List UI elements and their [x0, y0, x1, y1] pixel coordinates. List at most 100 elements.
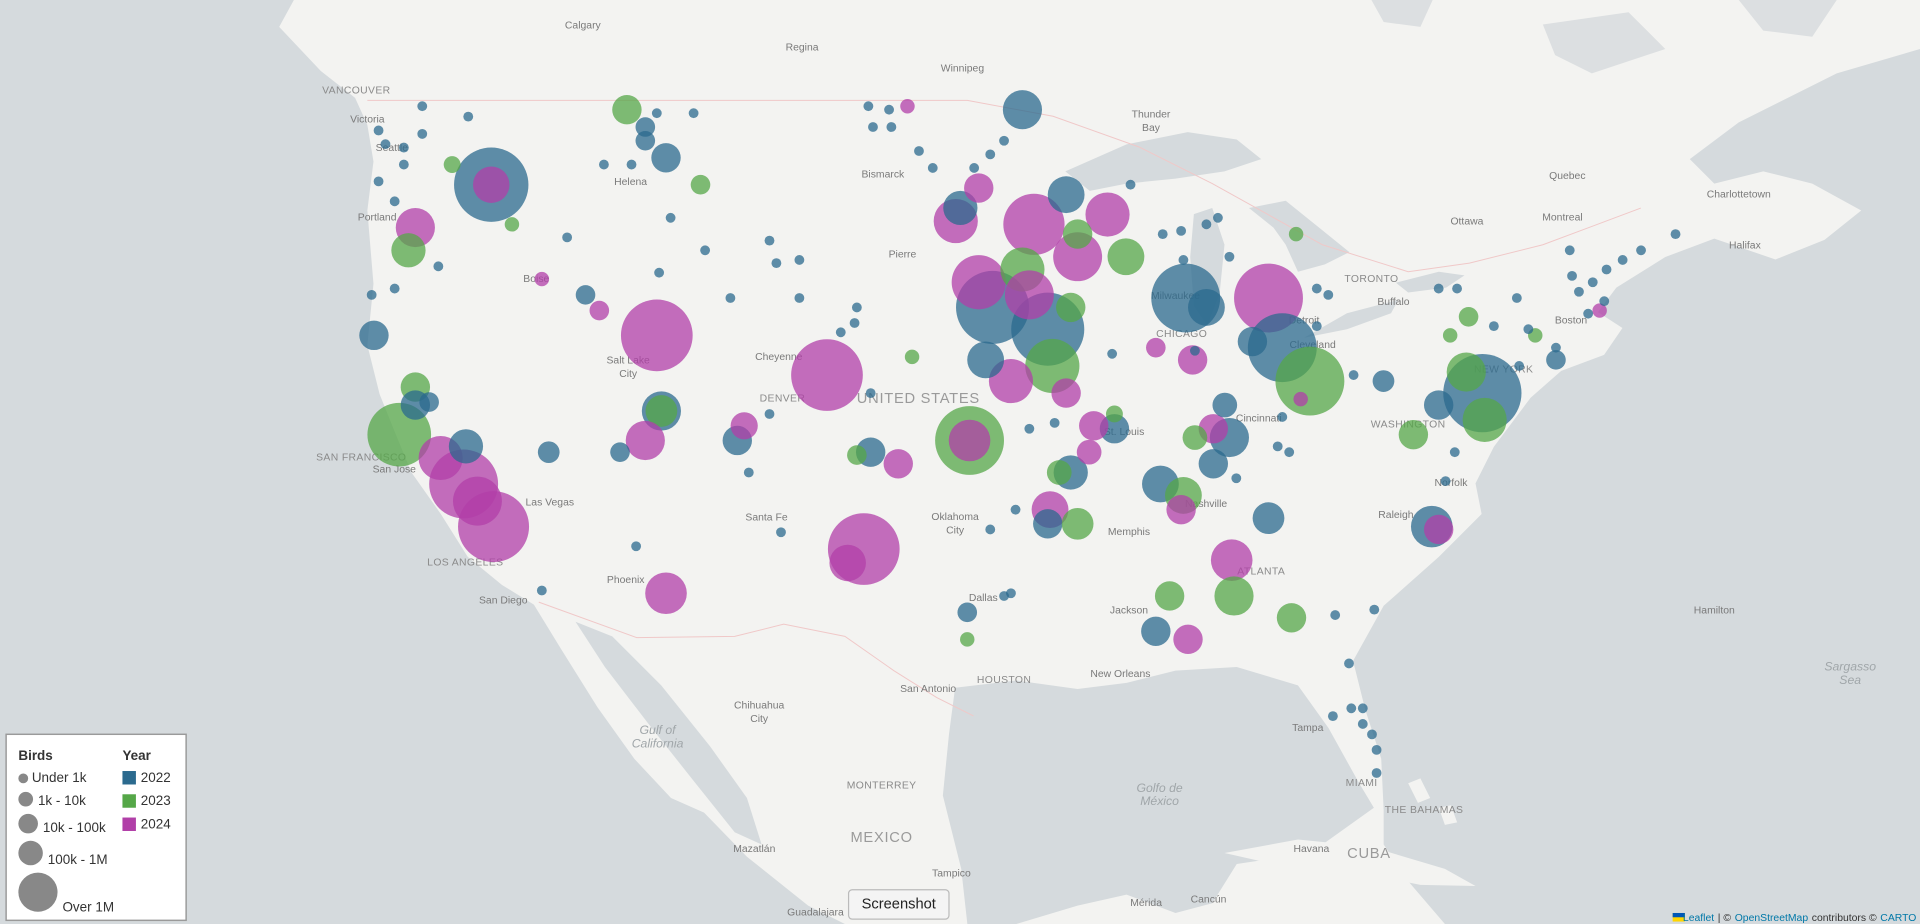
outbreak-bubble — [534, 271, 550, 287]
outbreak-bubble — [651, 143, 681, 173]
place-label: Chihuahua City — [734, 700, 784, 724]
outbreak-bubble — [849, 318, 860, 328]
place-label: Las Vegas — [526, 498, 575, 509]
outbreak-bubble — [1288, 226, 1304, 242]
place-label: San Antonio — [900, 684, 956, 695]
outbreak-bubble — [504, 217, 520, 232]
place-label: Halifax — [1729, 241, 1762, 252]
place-label: SAN FRANCISCO — [316, 452, 406, 463]
place-label: HOUSTON — [977, 675, 1031, 686]
outbreak-bubble — [1210, 539, 1253, 581]
place-label-line: Salt Lake — [606, 355, 650, 366]
outbreak-bubble — [1173, 624, 1203, 655]
place-label: Golfo de México — [1136, 781, 1182, 808]
outbreak-bubble — [645, 572, 687, 615]
legend-size-swatch — [18, 872, 58, 912]
outbreak-bubble — [1488, 321, 1499, 332]
outbreak-bubble — [725, 293, 736, 303]
place-label: Guadalajara — [787, 908, 844, 919]
place-label: Quebec — [1549, 171, 1585, 182]
outbreak-bubble — [688, 108, 699, 119]
outbreak-bubble — [1006, 588, 1016, 599]
outbreak-bubble — [1125, 179, 1136, 190]
attribution-text: contributors © — [1812, 913, 1877, 924]
outbreak-bubble — [1107, 348, 1118, 359]
place-label: MEXICO — [850, 830, 912, 846]
outbreak-bubble — [1440, 476, 1451, 487]
outbreak-bubble — [1053, 232, 1103, 282]
outbreak-bubble — [599, 159, 609, 170]
outbreak-bubble — [957, 602, 978, 623]
outbreak-bubble — [380, 139, 391, 150]
outbreak-bubble — [1357, 703, 1368, 714]
outbreak-bubble — [1311, 283, 1322, 294]
place-label: Victoria — [350, 115, 385, 126]
outbreak-bubble — [967, 341, 1005, 379]
outbreak-bubble — [1154, 581, 1185, 611]
place-label: Cancún — [1191, 894, 1227, 905]
outbreak-bubble — [635, 117, 656, 137]
attribution-link[interactable]: OpenStreetMap — [1735, 913, 1809, 924]
button-label[interactable]: Screenshot — [862, 896, 936, 912]
place-label: Portland — [358, 213, 397, 224]
outbreak-bubble — [1079, 411, 1109, 441]
place-label: Norfolk — [1435, 478, 1469, 489]
outbreak-bubble — [1442, 328, 1458, 343]
place-label: Raleigh — [1378, 510, 1413, 521]
outbreak-bubble — [1371, 744, 1382, 755]
cuba — [1224, 839, 1476, 887]
place-label-line: City — [750, 714, 769, 725]
outbreak-bubble — [612, 95, 642, 125]
outbreak-bubble — [1002, 90, 1043, 130]
outbreak-bubble — [1367, 729, 1377, 740]
legend-size-swatch — [18, 840, 43, 866]
outbreak-bubble — [851, 302, 862, 313]
place-label: MIAMI — [1346, 778, 1378, 789]
outbreak-bubble — [645, 395, 678, 427]
outbreak-bubble — [1277, 412, 1288, 422]
outbreak-bubble — [398, 159, 409, 170]
outbreak-bubble — [1076, 439, 1102, 465]
screenshot-button[interactable]: Screenshot — [847, 889, 950, 920]
outbreak-bubble — [589, 300, 610, 321]
button-box[interactable] — [847, 889, 950, 920]
attribution-link[interactable]: CARTO — [1880, 913, 1916, 924]
outbreak-bubble — [1141, 616, 1171, 646]
outbreak-bubble — [868, 122, 878, 132]
place-label-line: Oklahoma — [931, 512, 979, 523]
place-label-line: City — [946, 525, 965, 536]
outbreak-bubble — [985, 524, 996, 535]
place-label: Hamilton — [1694, 605, 1735, 616]
place-label: Dallas — [969, 593, 998, 604]
outbreak-bubble — [1003, 193, 1065, 255]
outbreak-bubble — [631, 541, 642, 552]
outbreak-bubble — [620, 299, 693, 372]
outbreak-bubble — [1546, 350, 1566, 370]
outbreak-bubble — [1371, 768, 1382, 778]
attribution-link[interactable]: Leaflet — [1683, 913, 1714, 924]
place-label-line: Bay — [1142, 123, 1161, 134]
place-label: Thunder Bay — [1132, 109, 1171, 133]
outbreak-bubble — [1601, 264, 1612, 275]
outbreak-bubble — [654, 267, 665, 278]
outbreak-bubble — [1056, 292, 1086, 323]
place-label: San Diego — [479, 596, 528, 607]
gulf-of-mexico — [942, 666, 1374, 924]
legend-year-label: 2023 — [141, 793, 171, 808]
outbreak-bubble — [1423, 390, 1454, 420]
legend-size-swatch — [18, 813, 38, 834]
outbreak-bubble — [1237, 326, 1268, 357]
place-label: Cincinnati — [1236, 413, 1282, 424]
place-label-line: Golfo de — [1136, 781, 1182, 795]
outbreak-bubble — [417, 101, 428, 112]
place-label: TORONTO — [1344, 274, 1398, 285]
outbreak-bubble — [1564, 245, 1575, 256]
outbreak-bubble — [1523, 324, 1534, 335]
outbreak-bubble — [900, 98, 915, 114]
outbreak-bubble — [1049, 417, 1060, 428]
attribution: Leaflet | © OpenStreetMap contributors © CAR… — [1683, 913, 1916, 924]
outbreak-bubble — [1348, 370, 1359, 380]
outbreak-bubble — [1062, 219, 1093, 249]
